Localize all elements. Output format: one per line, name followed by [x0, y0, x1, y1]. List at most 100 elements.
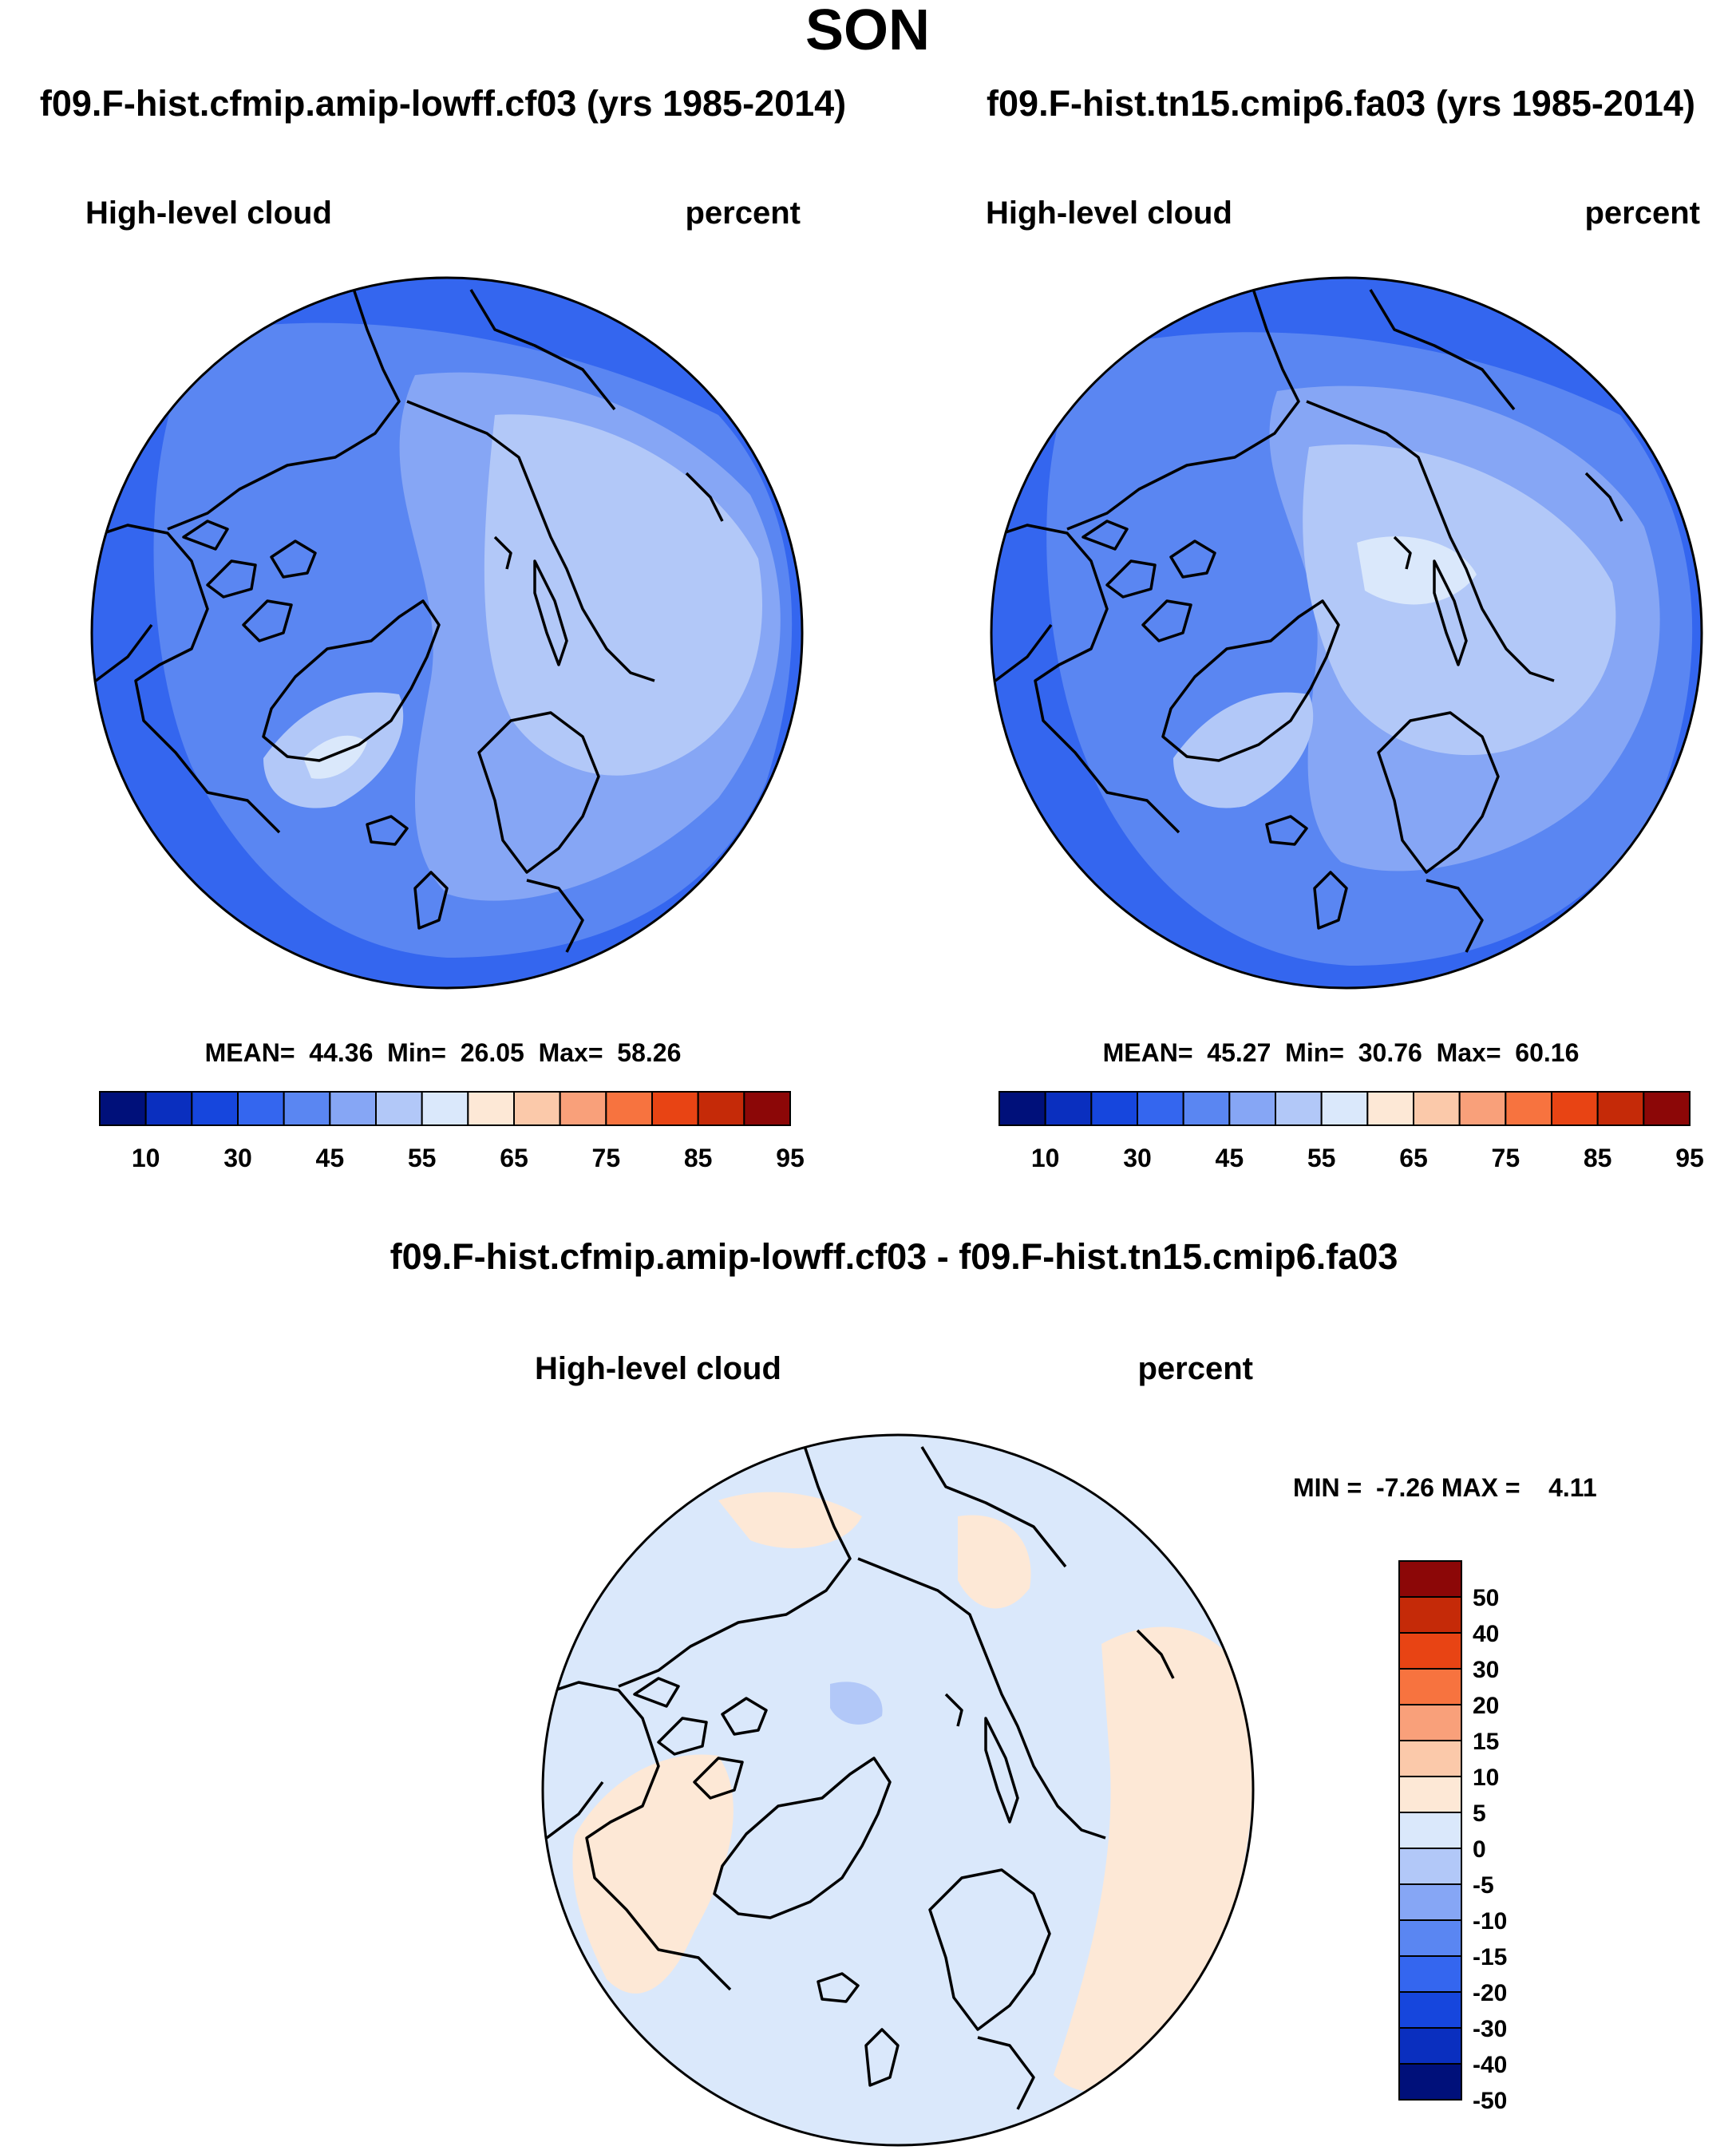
panel-c-colorbar-box [1398, 1704, 1462, 1741]
panel-c-colorbar-tick-label: 10 [1473, 1765, 1499, 1791]
panel-b-heading: f09.F-hist.tn15.cmip6.fa03 (yrs 1985-201… [987, 83, 1695, 124]
panel-c-field-pos-siberia [958, 1515, 1031, 1609]
panel-b-colorbar-box [1458, 1091, 1507, 1126]
panel-b-colorbar-box [1182, 1091, 1231, 1126]
panel-b-variable: High-level cloud [986, 196, 1232, 231]
panel-b-colorbar-box [1044, 1091, 1093, 1126]
panel-c-colorbar-tick-label: 0 [1473, 1836, 1486, 1863]
panel-c-heading: f09.F-hist.cfmip.amip-lowff.cf03 - f09.F… [390, 1236, 1398, 1277]
panel-c-units: percent [1138, 1351, 1254, 1386]
panel-c-colorbar-box [1398, 1668, 1462, 1705]
panel-c-colorbar-box [1398, 2027, 1462, 2065]
panel-c-colorbar-tick-label: -50 [1473, 2088, 1507, 2114]
panel-c-colorbar-tick-label: -15 [1473, 1944, 1507, 1970]
panel-c-colorbar-box [1398, 1919, 1462, 1957]
panel-b-colorbar-tick-label: 45 [1216, 1144, 1244, 1172]
panel-c-map [543, 1435, 1253, 2145]
panel-a-map [92, 278, 802, 988]
panel-a-units: percent [686, 196, 801, 231]
panel-c-colorbar-tick-label: 50 [1473, 1585, 1499, 1611]
panel-c-variable: High-level cloud [535, 1351, 781, 1386]
panel-c-colorbar-box [1398, 1812, 1462, 1849]
panel-a-colorbar-box [743, 1091, 791, 1126]
panel-a-colorbar-box [144, 1091, 193, 1126]
panel-c-colorbar-tick-label: -40 [1473, 2052, 1507, 2078]
panel-b-colorbar-box [1320, 1091, 1369, 1126]
panel-c-colorbar-tick-label: 15 [1473, 1729, 1499, 1755]
panel-a-colorbar-box [329, 1091, 378, 1126]
panel-a-colorbar-tick-label: 55 [408, 1144, 437, 1172]
panel-c-colorbar-tick-label: 30 [1473, 1657, 1499, 1683]
panel-b-colorbar-box [1090, 1091, 1139, 1126]
panel-b-colorbar-tick-label: 65 [1399, 1144, 1428, 1172]
panel-a-colorbar: 10 30 45 55 65 75 85 95 [99, 1091, 805, 1172]
panel-c-colorbar-box [1398, 1848, 1462, 1885]
panel-a-colorbar-box [513, 1091, 561, 1126]
panel-a-colorbar-box [237, 1091, 285, 1126]
panel-a-colorbar-box [559, 1091, 607, 1126]
panel-b-colorbar-box [1228, 1091, 1277, 1126]
panel-a-colorbar-box [99, 1091, 147, 1126]
panel-a-colorbar-box [467, 1091, 515, 1126]
panel-b-colorbar-tick-label: 95 [1675, 1144, 1704, 1172]
panel-b-colorbar-tick-label: 30 [1123, 1144, 1152, 1172]
panel-a-colorbar-box [283, 1091, 331, 1126]
panel-c-colorbar-tick-label: -20 [1473, 1980, 1507, 2006]
panel-a-colorbar-box [697, 1091, 745, 1126]
panel-a-stats: MEAN= 44.36 Min= 26.05 Max= 58.26 [205, 1038, 682, 1067]
panel-b-colorbar-box [998, 1091, 1046, 1126]
panel-a-colorbar-box [651, 1091, 699, 1126]
panel-c-colorbar-box [1398, 1991, 1462, 2029]
panel-b-stats: MEAN= 45.27 Min= 30.76 Max= 60.16 [1103, 1038, 1580, 1067]
panel-b-colorbar-tick-label: 55 [1307, 1144, 1336, 1172]
panel-b-field-lighter [1303, 444, 1616, 756]
panel-b-colorbar-box [1413, 1091, 1461, 1126]
panel-a-map-border [90, 276, 804, 990]
panel-c-colorbar-box [1398, 1560, 1462, 1598]
panel-c-colorbar-box [1398, 1955, 1462, 1993]
panel-a-colorbar-tick-label: 30 [223, 1144, 252, 1172]
panel-a-variable: High-level cloud [85, 196, 332, 231]
panel-a-colorbar-tick-label: 95 [776, 1144, 805, 1172]
panel-b-colorbar-box [1551, 1091, 1599, 1126]
panel-a-field-lighter [484, 414, 762, 776]
panel-c-colorbar-box [1398, 2063, 1462, 2101]
panel-b-colorbar-box [1366, 1091, 1415, 1126]
panel-c-colorbar-tick-label: -10 [1473, 1908, 1507, 1935]
panel-c-colorbar-box [1398, 1740, 1462, 1777]
panel-c-colorbar-tick-label: 40 [1473, 1621, 1499, 1647]
panel-c-field-neg [830, 1682, 883, 1725]
panel-a-colorbar-box [605, 1091, 653, 1126]
panel-a-colorbar-box [421, 1091, 469, 1126]
panel-b-colorbar-box [1275, 1091, 1323, 1126]
panel-c-colorbar-tick-label: -5 [1473, 1872, 1494, 1899]
panel-a-colorbar-tick-label: 10 [132, 1144, 160, 1172]
panel-c-colorbar-tick-label: 5 [1473, 1800, 1486, 1827]
panel-a-colorbar-tick-label: 65 [500, 1144, 528, 1172]
panel-c-field-pos-greenland [572, 1754, 734, 1994]
panel-b-map-border [990, 276, 1703, 990]
panel-c-colorbar-box [1398, 1883, 1462, 1921]
panel-c-colorbar-box [1398, 1632, 1462, 1670]
panel-b-colorbar-tick-label: 10 [1031, 1144, 1060, 1172]
panel-a-heading: f09.F-hist.cfmip.amip-lowff.cf03 (yrs 19… [40, 83, 846, 124]
panel-c-colorbar-tick-label: -30 [1473, 2016, 1507, 2042]
panel-b-colorbar: 10 30 45 55 65 75 85 95 [998, 1091, 1704, 1172]
panel-a-colorbar-tick-label: 45 [316, 1144, 345, 1172]
panel-b-colorbar-box [1505, 1091, 1553, 1126]
panel-b-colorbar-tick-label: 85 [1584, 1144, 1612, 1172]
panel-c-colorbar-box [1398, 1596, 1462, 1634]
panel-a-colorbar-box [375, 1091, 423, 1126]
panel-b-colorbar-box [1596, 1091, 1645, 1126]
panel-c-stats: MIN = -7.26 MAX = 4.11 [1293, 1473, 1597, 1502]
panel-a-colorbar-tick-label: 85 [684, 1144, 713, 1172]
panel-b-colorbar-tick-label: 75 [1492, 1144, 1520, 1172]
panel-c-colorbar-box [1398, 1776, 1462, 1813]
panel-c-colorbar-tick-label: 20 [1473, 1693, 1499, 1719]
panel-a-colorbar-box [191, 1091, 239, 1126]
panel-c-map-border [541, 1433, 1255, 2147]
figure-title: SON [805, 0, 930, 62]
panel-b-map [991, 278, 1702, 988]
